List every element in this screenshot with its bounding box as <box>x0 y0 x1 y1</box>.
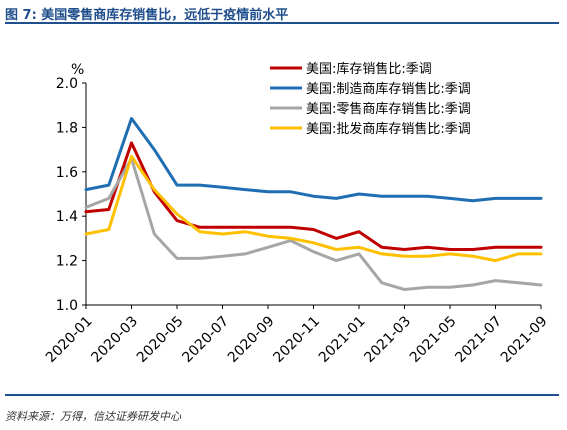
y-axis-unit-label: % <box>71 62 84 78</box>
legend-label-2: 美国:制造商库存销售比:季调 <box>306 81 471 97</box>
series-line-3 <box>84 157 543 291</box>
y-tick-label: 1.2 <box>56 254 78 270</box>
x-tick-label: 2020-05 <box>134 313 187 366</box>
x-tick-label: 2020-01 <box>43 313 96 366</box>
x-tick-label: 2021-01 <box>316 313 369 366</box>
y-tick-label: 2.0 <box>56 76 78 92</box>
x-tick-label: 2021-03 <box>361 313 414 366</box>
y-tick-label: 1.8 <box>56 120 78 136</box>
y-tick-label: 1.4 <box>56 209 78 225</box>
footer-divider <box>5 394 559 396</box>
y-tick-label: 1.6 <box>56 165 78 181</box>
chart-legend: 美国:库存销售比:季调美国:制造商库存销售比:季调美国:零售商库存销售比:季调美… <box>270 61 471 137</box>
y-tick-label: 1.0 <box>56 298 78 314</box>
x-tick-label: 2020-11 <box>270 313 323 366</box>
legend-label-1: 美国:库存销售比:季调 <box>306 61 432 77</box>
title-divider <box>5 22 559 24</box>
source-note: 资料来源：万得，信达证券研发中心 <box>5 410 181 423</box>
x-tick-label: 2021-09 <box>498 313 551 366</box>
x-tick-label: 2021-07 <box>452 313 505 366</box>
series-line-1 <box>84 141 543 251</box>
x-tick-label: 2020-07 <box>179 313 232 366</box>
y-axis-ticks: 1.0 1.2 1.4 1.6 1.8 2.0 <box>56 76 86 314</box>
series-lines <box>84 117 543 291</box>
x-tick-label: 2020-03 <box>88 313 141 366</box>
legend-label-3: 美国:零售商库存销售比:季调 <box>306 101 471 117</box>
series-line-2 <box>84 117 543 203</box>
legend-label-4: 美国:批发商库存销售比:季调 <box>306 121 471 137</box>
figure-title: 图 7: 美国零售商库存销售比，远低于疫情前水平 <box>5 8 289 23</box>
x-tick-label: 2021-05 <box>407 313 460 366</box>
series-line-4 <box>84 154 543 263</box>
x-axis-ticks: 2020-012020-032020-052020-072020-092020-… <box>43 305 551 366</box>
x-tick-label: 2020-09 <box>225 313 278 366</box>
